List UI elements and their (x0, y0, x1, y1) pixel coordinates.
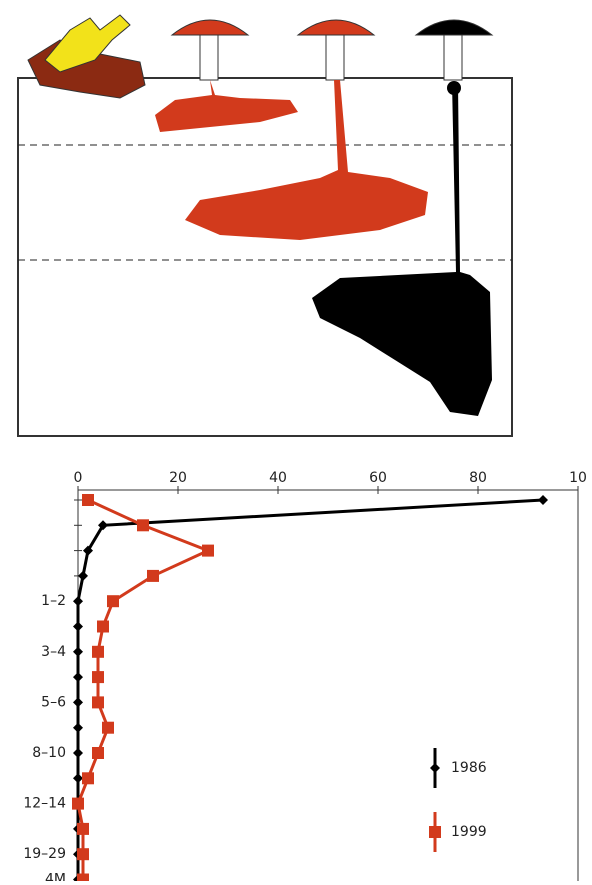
point (73, 723, 83, 733)
legend-label: 1986 (451, 760, 487, 776)
illustration (18, 15, 512, 436)
point (82, 772, 94, 784)
point (73, 672, 83, 682)
log-with-fungus (28, 15, 145, 98)
legend-label: 1999 (451, 824, 487, 840)
point (73, 748, 83, 758)
point (77, 823, 89, 835)
series-line (78, 500, 208, 880)
y-tick-label: 3–4 (41, 644, 66, 660)
point (92, 646, 104, 658)
point (78, 571, 88, 581)
x-tick-label: 60 (369, 470, 387, 486)
point (73, 622, 83, 632)
point (73, 697, 83, 707)
legend-marker (429, 826, 441, 838)
point (73, 773, 83, 783)
point (77, 848, 89, 860)
y-tick-label: 4M (45, 872, 66, 882)
x-tick-label: 40 (269, 470, 287, 486)
mushroom (155, 20, 298, 132)
point (97, 621, 109, 633)
point (147, 570, 159, 582)
y-tick-label: 1–2 (41, 593, 66, 609)
y-tick-label: 8–10 (32, 745, 66, 761)
point (92, 696, 104, 708)
point (72, 798, 84, 810)
legend-marker (430, 763, 440, 773)
point (73, 647, 83, 657)
x-tick-label: 80 (469, 470, 487, 486)
point (73, 596, 83, 606)
series-line (78, 500, 543, 880)
x-tick-label: 10 (569, 470, 587, 486)
point (107, 595, 119, 607)
point (538, 495, 548, 505)
point (77, 874, 89, 882)
x-tick-label: 0 (74, 470, 83, 486)
point (82, 494, 94, 506)
page: 0 20 40 60 80 10 1–2 3–4 5–6 8–10 12–14 19–29 4M 1986… (0, 0, 592, 881)
y-tick-label: 19–29 (23, 846, 66, 862)
y-tick-label: 5–6 (41, 694, 66, 710)
point (92, 747, 104, 759)
point (92, 671, 104, 683)
point (102, 722, 114, 734)
x-tick-label: 20 (169, 470, 187, 486)
point (202, 545, 214, 557)
point (137, 519, 149, 531)
y-tick-label: 12–14 (23, 796, 66, 812)
